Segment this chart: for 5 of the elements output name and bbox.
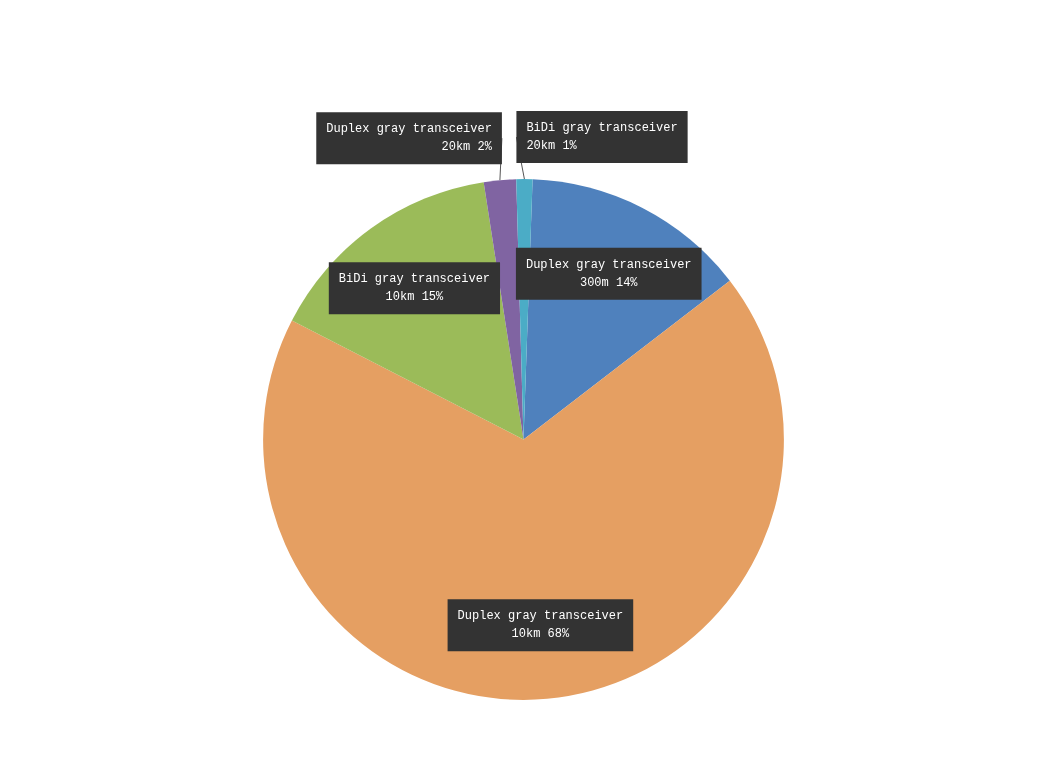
slice-label: BiDi gray transceiver 20km 1% [526, 121, 678, 154]
slice-label: BiDi gray transceiver 10km 15% [338, 272, 491, 305]
slice-label: Duplex gray transceiver 20km 2% [326, 122, 493, 155]
slice-label: Duplex gray transceiver 10km 68% [457, 609, 624, 642]
slice-label: Duplex gray transceiver 300m 14% [525, 257, 692, 290]
